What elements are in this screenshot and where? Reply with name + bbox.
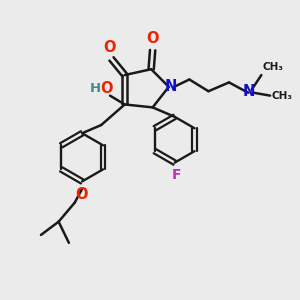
Text: N: N: [165, 79, 177, 94]
Text: N: N: [242, 84, 255, 99]
Text: O: O: [100, 81, 113, 96]
Text: CH₃: CH₃: [272, 91, 292, 100]
Text: F: F: [171, 168, 181, 182]
Text: H: H: [89, 82, 100, 95]
Text: CH₃: CH₃: [263, 61, 284, 71]
Text: O: O: [75, 187, 88, 202]
Text: O: O: [146, 31, 159, 46]
Text: O: O: [103, 40, 116, 55]
